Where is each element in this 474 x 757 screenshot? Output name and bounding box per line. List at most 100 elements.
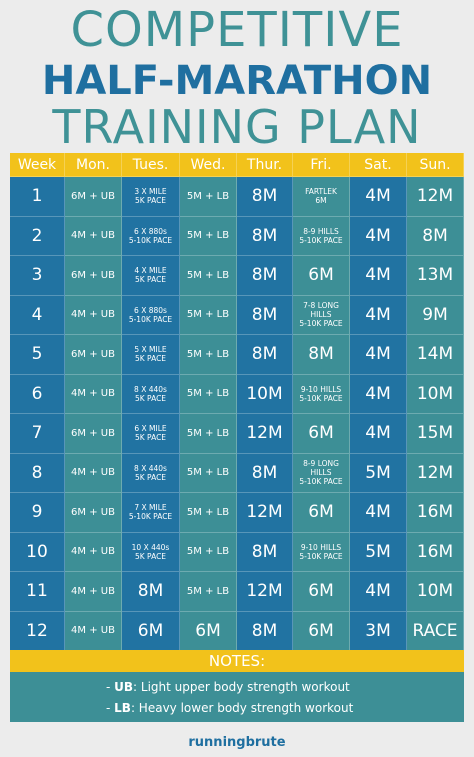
workout-cell: RACE (407, 611, 464, 651)
workout-cell: 10M (407, 572, 464, 612)
workout-cell: 8M (237, 177, 293, 217)
workout-cell: 3M (350, 611, 407, 651)
workout-cell: 7 X MILE 5-10K PACE (122, 493, 180, 533)
workout-cell: 6 X 880s 5-10K PACE (122, 295, 180, 335)
week-number: 8 (10, 453, 65, 493)
workout-cell: 4M + UB (65, 295, 122, 335)
workout-cell: 12M (407, 177, 464, 217)
week-number: 4 (10, 295, 65, 335)
workout-cell: 6M (293, 572, 350, 612)
workout-cell: 8 X 440s 5K PACE (122, 374, 180, 414)
column-header: Thur. (237, 153, 293, 177)
workout-cell: 8M (237, 453, 293, 493)
week-number: 6 (10, 374, 65, 414)
workout-cell: 5M + LB (180, 532, 237, 572)
workout-cell: 12M (237, 414, 293, 454)
workout-cell: 12M (237, 493, 293, 533)
workout-cell: 4M (350, 177, 407, 217)
workout-cell: 6M (293, 414, 350, 454)
workout-cell: 4M (350, 216, 407, 256)
week-number: 11 (10, 572, 65, 612)
workout-cell: 5M + LB (180, 374, 237, 414)
note-text: : Light upper body strength workout (133, 680, 350, 694)
note-text: : Heavy lower body strength workout (130, 701, 354, 715)
column-header: Week (10, 153, 65, 177)
title-line: COMPETITIVE (70, 2, 404, 58)
workout-cell: 8M (293, 335, 350, 375)
workout-cell: 5M + LB (180, 177, 237, 217)
workout-cell: 16M (407, 532, 464, 572)
workout-cell: 5M (350, 453, 407, 493)
workout-cell: 4M + UB (65, 216, 122, 256)
workout-cell: 12M (237, 572, 293, 612)
title-line: TRAINING PLAN (52, 100, 422, 154)
workout-cell: 4M (350, 335, 407, 375)
workout-cell: 4 X MILE 5K PACE (122, 256, 180, 296)
workout-cell: 8M (237, 611, 293, 651)
workout-cell: 5M + LB (180, 295, 237, 335)
workout-cell: 4M (350, 493, 407, 533)
workout-cell: 14M (407, 335, 464, 375)
workout-cell: 6M + UB (65, 256, 122, 296)
workout-cell: 5M + LB (180, 256, 237, 296)
notes-body: - UB: Light upper body strength workout … (10, 672, 464, 722)
workout-cell: 9-10 HILLS 5-10K PACE (293, 532, 350, 572)
workout-cell: 4M (350, 374, 407, 414)
workout-cell: 4M + UB (65, 453, 122, 493)
plan-table: Week Mon. Tues. Wed. Thur. Fri. Sat. Sun. 1 6M + … (10, 153, 464, 651)
workout-cell: 6M (293, 256, 350, 296)
notes-title: NOTES: (10, 650, 464, 672)
workout-cell: 8M (237, 216, 293, 256)
workout-cell: 8-9 HILLS 5-10K PACE (293, 216, 350, 256)
workout-cell: 12M (407, 453, 464, 493)
note: - LB: Heavy lower body strength workout (106, 701, 354, 715)
workout-cell: 8M (237, 335, 293, 375)
workout-cell: 8M (237, 295, 293, 335)
workout-cell: 15M (407, 414, 464, 454)
workout-cell: 5M + LB (180, 414, 237, 454)
workout-cell: 16M (407, 493, 464, 533)
week-number: 1 (10, 177, 65, 217)
week-number: 9 (10, 493, 65, 533)
workout-cell: 5M + LB (180, 216, 237, 256)
workout-cell: 4M (350, 295, 407, 335)
note-key: LB (114, 701, 131, 715)
workout-cell: 7-8 LONG HILLS 5-10K PACE (293, 295, 350, 335)
workout-cell: 3 X MILE 5K PACE (122, 177, 180, 217)
workout-cell: 10M (407, 374, 464, 414)
week-number: 7 (10, 414, 65, 454)
workout-cell: 9-10 HILLS 5-10K PACE (293, 374, 350, 414)
workout-cell: 6M + UB (65, 414, 122, 454)
workout-cell: 5M + LB (180, 453, 237, 493)
workout-cell: 8-9 LONG HILLS 5-10K PACE (293, 453, 350, 493)
workout-cell: 10 X 440s 5K PACE (122, 532, 180, 572)
workout-cell: 6M + UB (65, 177, 122, 217)
workout-cell: 8 X 440s 5K PACE (122, 453, 180, 493)
workout-cell: 6M + UB (65, 493, 122, 533)
workout-cell: 6M (122, 611, 180, 651)
workout-cell: 4M + UB (65, 374, 122, 414)
workout-cell: 4M (350, 256, 407, 296)
workout-cell: 13M (407, 256, 464, 296)
workout-cell: 8M (237, 532, 293, 572)
note: - UB: Light upper body strength workout (106, 680, 350, 694)
workout-cell: 6M (293, 493, 350, 533)
workout-cell: 4M + UB (65, 532, 122, 572)
note-key: UB (114, 680, 134, 694)
column-header: Mon. (65, 153, 122, 177)
workout-cell: 8M (407, 216, 464, 256)
workout-cell: 5M (350, 532, 407, 572)
workout-cell: 9M (407, 295, 464, 335)
column-header: Fri. (293, 153, 350, 177)
week-number: 2 (10, 216, 65, 256)
workout-cell: 6M (293, 611, 350, 651)
workout-cell: 4M + UB (65, 572, 122, 612)
week-number: 12 (10, 611, 65, 651)
column-header: Tues. (122, 153, 180, 177)
week-number: 10 (10, 532, 65, 572)
workout-cell: 5 X MILE 5K PACE (122, 335, 180, 375)
title-line: HALF-MARATHON (41, 58, 433, 104)
week-number: 5 (10, 335, 65, 375)
workout-cell: 4M (350, 572, 407, 612)
